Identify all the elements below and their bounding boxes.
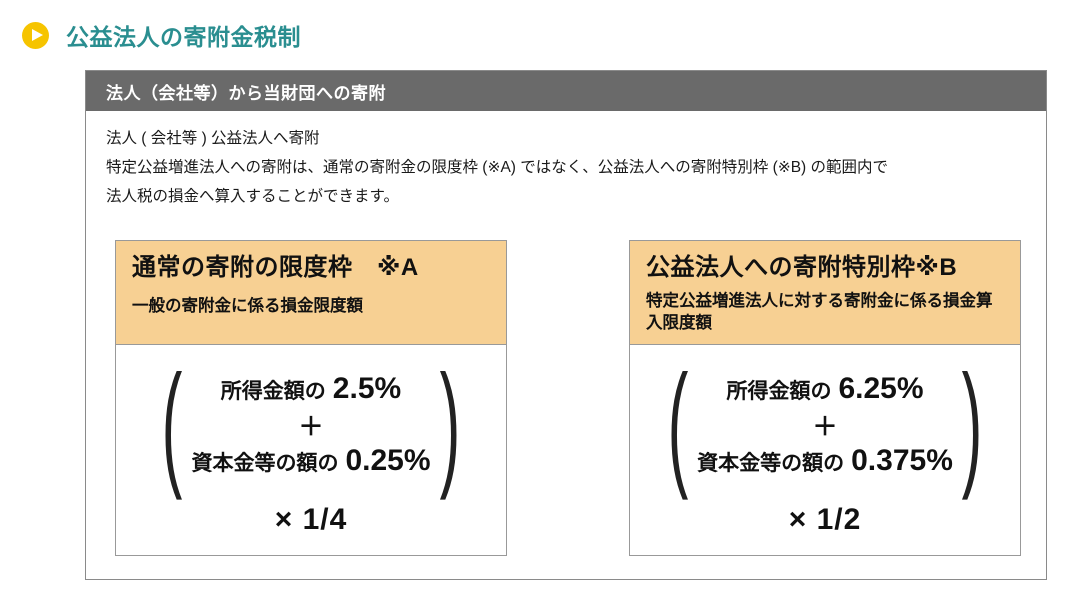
close-paren: ) [439, 347, 460, 502]
formula-multiplier: × 1/4 [274, 502, 348, 536]
formula-row: ( 所得金額の 2.5% ＋ 資本金等の額の 0.25% ) [149, 347, 472, 502]
term2-value: 0.375% [851, 444, 953, 477]
term1-label: 所得金額の [220, 380, 326, 403]
open-paren: ( [162, 347, 183, 502]
intro-line-3: 法人税の損金へ算入することができます。 [106, 188, 399, 205]
panel-intro-text: 法人 ( 会社等 ) 公益法人へ寄附 特定公益増進法人への寄附は、通常の寄附金の… [86, 111, 1046, 211]
formula-lines: 所得金額の 6.25% ＋ 資本金等の額の 0.375% [697, 372, 953, 478]
calc-box-special-subtitle: 特定公益増進法人に対する寄附金に係る損金算入限度額 [646, 292, 993, 332]
calc-box-special-limit: 公益法人への寄附特別枠※B 特定公益増進法人に対する寄附金に係る損金算入限度額 … [629, 240, 1021, 556]
intro-line-1: 法人 ( 会社等 ) 公益法人へ寄附 [106, 130, 320, 147]
donation-panel: 法人（会社等）から当財団への寄附 法人 ( 会社等 ) 公益法人へ寄附 特定公益… [85, 70, 1047, 580]
formula-term-1: 所得金額の 2.5% [221, 372, 401, 406]
term2-label: 資本金等の額の [191, 452, 339, 475]
formula-term-2: 資本金等の額の 0.25% [191, 444, 430, 478]
calc-box-normal-header: 通常の寄附の限度枠 ※A 一般の寄附金に係る損金限度額 [116, 241, 506, 345]
formula-term-1: 所得金額の 6.25% [726, 372, 923, 406]
play-triangle-icon [32, 29, 43, 41]
panel-header-bar: 法人（会社等）から当財団への寄附 [86, 71, 1046, 111]
term1-value: 2.5% [332, 372, 402, 405]
intro-line-2: 特定公益増進法人への寄附は、通常の寄附金の限度枠 (※A) ではなく、公益法人へ… [106, 159, 889, 176]
term2-value: 0.25% [345, 444, 431, 477]
calc-box-normal-title: 通常の寄附の限度枠 ※A [132, 254, 419, 281]
open-paren: ( [667, 347, 689, 502]
section-heading: 公益法人の寄附金税制 [22, 18, 301, 52]
term2-label: 資本金等の額の [697, 452, 845, 475]
term1-label: 所得金額の [726, 380, 832, 403]
formula-row: ( 所得金額の 6.25% ＋ 資本金等の額の 0.375% ) [655, 347, 995, 502]
formula-term-2: 資本金等の額の 0.375% [697, 444, 953, 478]
calc-box-special-formula: ( 所得金額の 6.25% ＋ 資本金等の額の 0.375% ) × 1/2 [630, 345, 1020, 555]
calc-box-normal-formula: ( 所得金額の 2.5% ＋ 資本金等の額の 0.25% ) × 1/4 [116, 345, 506, 555]
term1-value: 6.25% [838, 372, 924, 405]
calc-box-normal-subtitle: 一般の寄附金に係る損金限度額 [132, 297, 363, 315]
calc-box-special-header: 公益法人への寄附特別枠※B 特定公益増進法人に対する寄附金に係る損金算入限度額 [630, 241, 1020, 345]
calc-box-normal-limit: 通常の寄附の限度枠 ※A 一般の寄附金に係る損金限度額 ( 所得金額の 2.5%… [115, 240, 507, 556]
page-title: 公益法人の寄附金税制 [66, 24, 301, 50]
calc-box-special-title: 公益法人への寄附特別枠※B [646, 254, 958, 281]
play-bullet-icon [22, 21, 49, 49]
formula-lines: 所得金額の 2.5% ＋ 資本金等の額の 0.25% [191, 372, 430, 478]
close-paren: ) [961, 347, 983, 502]
formula-multiplier: × 1/2 [788, 502, 862, 536]
plus-operator: ＋ [298, 413, 324, 441]
plus-operator: ＋ [812, 413, 838, 441]
